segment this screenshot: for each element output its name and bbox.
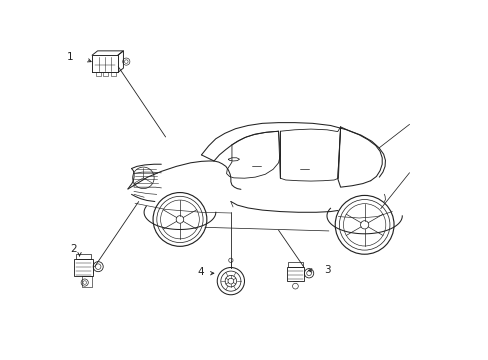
Text: 3: 3 (323, 265, 329, 275)
Text: 2: 2 (70, 244, 76, 254)
Bar (110, 72, 116, 76)
Bar (286, 267, 304, 281)
Bar (76, 254, 91, 259)
Bar (287, 262, 302, 267)
Bar (102, 72, 108, 76)
Text: 1: 1 (67, 52, 73, 62)
Text: 4: 4 (197, 267, 203, 277)
Bar (74, 259, 93, 276)
Bar (96, 72, 101, 76)
